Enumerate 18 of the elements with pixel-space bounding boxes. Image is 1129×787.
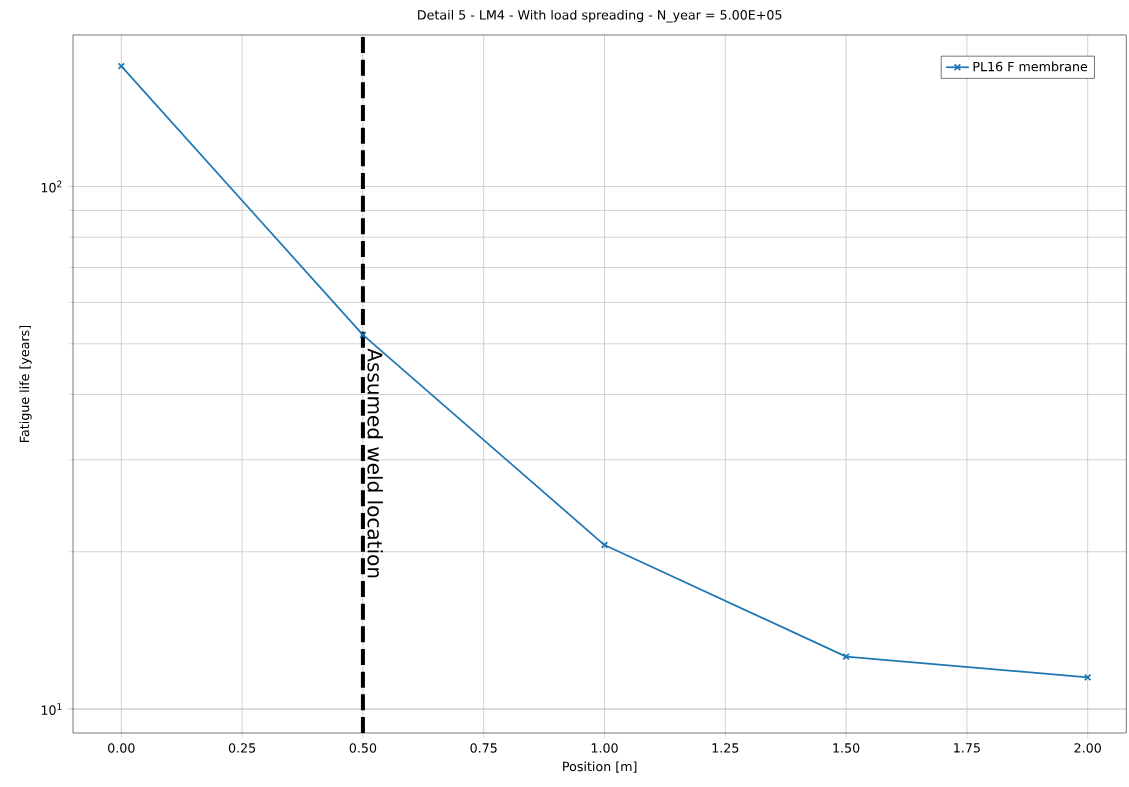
legend-label: PL16 F membrane bbox=[973, 61, 1088, 72]
point bbox=[117, 62, 126, 70]
x-tick-label: 1.50 bbox=[833, 743, 860, 753]
x-tick-label: 1.25 bbox=[712, 743, 739, 753]
x-axis-title: Position [m] bbox=[563, 761, 637, 773]
y-axis-title: Fatigue life [years] bbox=[19, 325, 32, 442]
ref-line-label: Assumed weld location bbox=[367, 348, 383, 578]
x-tick-label: 0.50 bbox=[349, 743, 377, 753]
x-tick-label: 0.25 bbox=[228, 743, 256, 753]
y-tick-label: 10$^{2}$ bbox=[41, 180, 62, 193]
y-tick-label: 10$^{1}$ bbox=[41, 703, 62, 715]
x-tick-label: 1.00 bbox=[591, 743, 618, 753]
x-tick-label: 2.00 bbox=[1074, 743, 1101, 753]
x-tick-label: 0.75 bbox=[470, 743, 497, 753]
chart-title: Detail 5 - LM4 - With load spreading - N_year = 5.00E+05 bbox=[418, 9, 782, 23]
x-tick-label: 0.00 bbox=[108, 743, 135, 753]
x-tick-label: 1.75 bbox=[954, 743, 980, 753]
point bbox=[359, 331, 367, 339]
